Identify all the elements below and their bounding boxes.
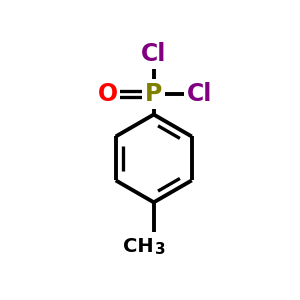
Text: O: O — [98, 82, 118, 106]
Text: Cl: Cl — [187, 82, 213, 106]
Text: CH: CH — [123, 237, 154, 256]
Text: P: P — [145, 82, 162, 106]
Text: 3: 3 — [155, 242, 166, 257]
Text: Cl: Cl — [141, 43, 167, 67]
